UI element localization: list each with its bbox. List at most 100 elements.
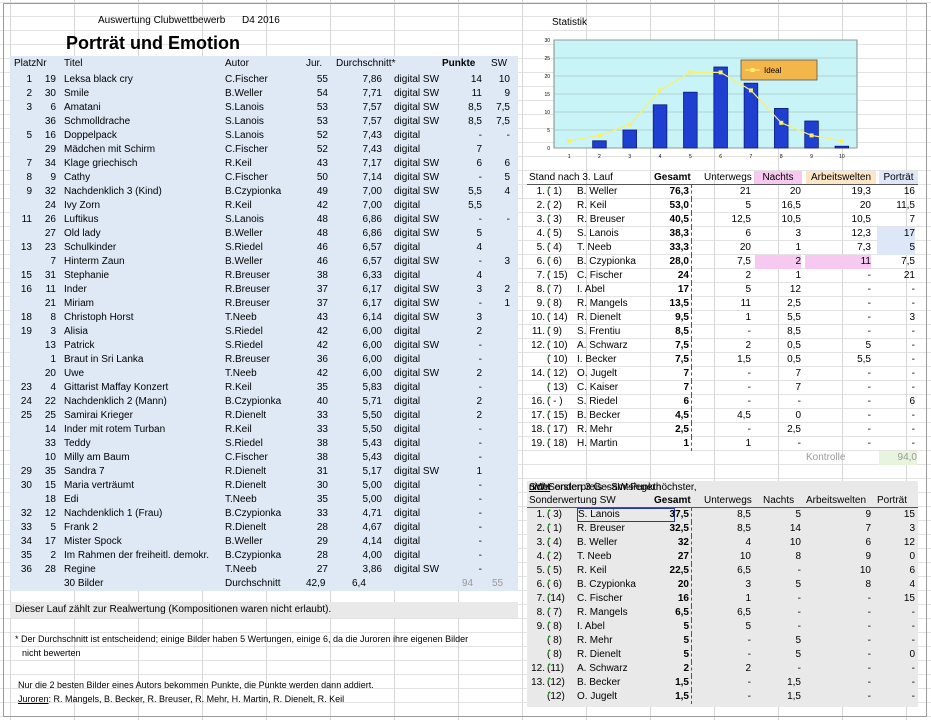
sw-cell-u: 6,5: [737, 607, 751, 618]
cell-type: digital SW: [394, 228, 440, 239]
sw-row: (12) O. Jugelt 1,5 - 1,5 - -: [527, 690, 918, 704]
cell-punkte: -: [478, 494, 482, 505]
standings-cell-prev: ( 17): [547, 424, 568, 435]
cell-titel: Mädchen mit Schirm: [64, 144, 156, 155]
cell-titel: Nachdenklich 3 (Kind): [64, 186, 162, 197]
standings-cell-prev: ( 15): [547, 410, 568, 421]
cell-punkte: 4: [476, 270, 482, 281]
cell-punkte: 5,5: [468, 186, 482, 197]
cell-autor: T.Neeb: [225, 312, 257, 323]
sw-cell-a: 9: [865, 551, 871, 562]
sw-cell-p: 4: [909, 579, 915, 590]
sw-cell-n: 10: [789, 537, 801, 548]
standings-cell-prev: ( 14): [547, 312, 568, 323]
standings-cell-n: 2: [755, 255, 801, 269]
x-tick-label: 1: [568, 154, 571, 160]
result-row: 14 Inder mit rotem Turban R.Keil 33 5,50 digi…: [10, 423, 518, 437]
cell-avg: 7,43: [362, 130, 382, 141]
standings-cell-prev: ( 4): [547, 242, 562, 253]
standings-cell-name: C. Fischer: [577, 270, 623, 281]
sw-cell-n: -: [797, 621, 801, 632]
column-divider: [691, 522, 692, 536]
cell-autor: R.Dienelt: [225, 522, 267, 533]
standings-cell-prev: ( 2): [547, 200, 562, 211]
sw-cell-name: A. Schwarz: [577, 663, 628, 674]
cell-avg: 6,57: [362, 242, 382, 253]
standings-cell-n: 7: [795, 368, 801, 379]
cell-autor: B.Czypionka: [225, 186, 282, 197]
cell-punkte: -: [478, 130, 482, 141]
footnote-2: nicht bewerten: [22, 648, 81, 658]
standings-row: 16.( - ) S. Riedel 6 - - - 6: [527, 395, 918, 409]
standings-row: 1.( 1) B. Weller 76,3 21 20 19,3 16: [527, 185, 918, 199]
standings-cell-n: 0,5: [787, 354, 801, 365]
cell-avg: 5,50: [362, 424, 382, 435]
cell-punkte: -: [478, 424, 482, 435]
sw-cell-u: -: [747, 677, 751, 688]
sw-cell-u: 10: [739, 551, 751, 562]
cell-jur: 46: [316, 256, 328, 267]
flag-icon: [548, 229, 551, 232]
result-row: 7 34 Klage griechisch R.Keil 43 7,17 digital S…: [10, 157, 518, 171]
cell-titel: Regine: [64, 564, 96, 575]
standings-cell-name: R. Breuser: [577, 214, 625, 225]
cell-titel: Im Rahmen der freiheitl. demokr.: [64, 550, 210, 561]
x-tick-label: 7: [750, 154, 753, 160]
result-row: 18 8 Christoph Horst T.Neeb 43 6,14 digital SW…: [10, 311, 518, 325]
sw-row: 13. (12) B. Becker 1,5 - 1,5 - -: [527, 676, 918, 690]
column-divider: [691, 676, 692, 690]
ideal-point: [658, 88, 663, 93]
ideal-point: [779, 120, 784, 125]
cell-titel: Maria verträumt: [64, 480, 135, 491]
result-row: 20 Uwe T.Neeb 42 6,00 digital SW 2: [10, 367, 518, 381]
standings-cell-p: -: [911, 298, 915, 309]
sw-col-gesamt: Gesamt: [654, 495, 691, 506]
standings-cell-p: -: [911, 382, 915, 393]
flag-icon: [548, 257, 551, 260]
cell-punkte: -: [478, 256, 482, 267]
cell-punkte: -: [478, 550, 482, 561]
sw-row: 2.( 1) R. Breuser 32,5 8,5 14 7 3: [527, 522, 918, 536]
cell-nr: 31: [44, 270, 56, 281]
cell-punkte: 5: [476, 228, 482, 239]
sw-cell-gesamt: 16: [677, 593, 689, 604]
cell-nr: 7: [50, 256, 56, 267]
result-row: 1 19 Leksa black cry C.Fischer 55 7,86 digital…: [10, 73, 518, 87]
sw-row: 9.( 8) I. Abel 5 5 - - -: [527, 620, 918, 634]
cell-avg: 5,43: [362, 452, 382, 463]
cell-type: digital SW: [394, 564, 440, 575]
column-divider: [691, 255, 692, 269]
cell-autor: S.Lanois: [225, 102, 264, 113]
standings-cell-u: -: [747, 424, 751, 435]
column-divider: [691, 648, 692, 662]
standings-cell-a: -: [867, 424, 871, 435]
sw-cell-rank: 12.: [531, 663, 545, 674]
sw-cell-prev: (14): [547, 593, 565, 604]
flag-icon: [548, 594, 551, 597]
cell-punkte: -: [478, 172, 482, 183]
standings-row: ( 10) I. Becker 7,5 1,5 0,5 5,5 -: [527, 353, 918, 367]
standings-cell-p: 3: [909, 312, 915, 323]
standings-row: 9.( 8) R. Mangels 13,5 11 2,5 - -: [527, 297, 918, 311]
cell-punkte: -: [478, 536, 482, 547]
cell-jur: 53: [316, 102, 328, 113]
column-divider: [691, 606, 692, 620]
bar: [774, 108, 789, 149]
st-col-arbeitswelten: Arbeitswelten: [806, 171, 876, 185]
cell-type: digital SW: [394, 214, 440, 225]
cell-nr: 6: [50, 102, 56, 113]
summary-punkte: 94: [462, 578, 474, 589]
cell-autor: B.Weller: [225, 256, 263, 267]
standings-cell-p: 5: [877, 241, 915, 255]
standings-cell-p: 21: [903, 270, 915, 281]
column-divider: [691, 227, 692, 241]
cell-avg: 6,17: [362, 298, 382, 309]
cell-platz: 16: [20, 284, 32, 295]
flag-icon: [548, 201, 551, 204]
cell-autor: S.Lanois: [225, 130, 264, 141]
sw-cell-p: 3: [909, 523, 915, 534]
sw-cell-n: 14: [789, 523, 801, 534]
kontrolle-label: Kontrolle: [806, 452, 846, 463]
cell-autor: B.Czypionka: [225, 396, 282, 407]
standings-cell-name: S. Frentiu: [577, 326, 621, 337]
